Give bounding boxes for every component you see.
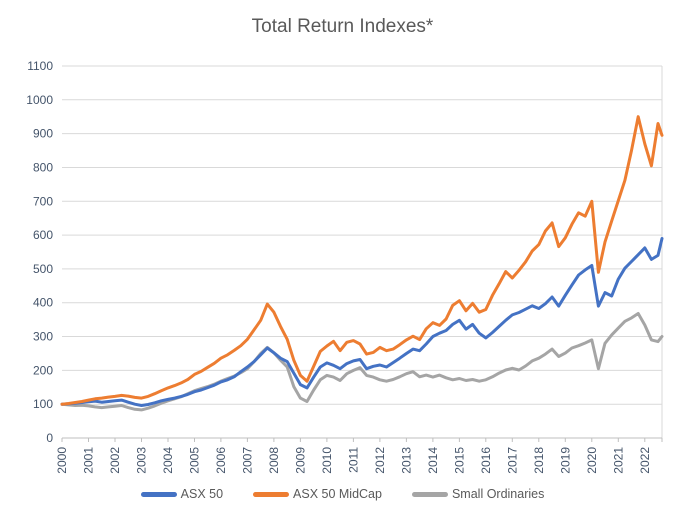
svg-text:2014: 2014 [426,447,440,474]
legend-label-asx-50-midcap: ASX 50 MidCap [293,487,382,501]
svg-text:2005: 2005 [188,447,202,474]
svg-text:2016: 2016 [479,447,493,474]
legend-swatch-small-ordinaries [411,491,448,497]
svg-text:500: 500 [33,262,53,276]
chart-title: Total Return Indexes* [251,16,434,37]
svg-text:600: 600 [33,228,53,242]
svg-text:700: 700 [33,194,53,208]
legend-item-asx-50: ASX 50 [140,487,224,501]
svg-text:2009: 2009 [293,447,307,474]
chart-legend: ASX 50 ASX 50 MidCap Small Ordinaries [0,487,685,501]
svg-text:1100: 1100 [27,59,53,73]
svg-text:1000: 1000 [26,93,53,107]
legend-swatch-asx-50-midcap [253,491,290,497]
svg-text:2012: 2012 [373,447,387,474]
legend-label-asx-50: ASX 50 [180,487,224,501]
svg-text:2007: 2007 [240,447,254,474]
svg-text:2022: 2022 [638,447,652,474]
svg-text:100: 100 [33,397,53,411]
svg-text:2021: 2021 [611,447,625,474]
svg-text:2015: 2015 [452,447,466,474]
svg-text:900: 900 [33,127,53,141]
svg-text:2019: 2019 [558,447,572,474]
legend-item-asx-50-midcap: ASX 50 MidCap [253,487,382,501]
svg-text:2010: 2010 [320,447,334,474]
svg-text:0: 0 [46,431,53,445]
legend-label-small-ordinaries: Small Ordinaries [451,487,545,501]
legend-item-small-ordinaries: Small Ordinaries [411,487,545,501]
svg-text:2002: 2002 [108,447,122,474]
svg-text:2011: 2011 [346,447,360,473]
svg-text:2003: 2003 [135,447,149,474]
svg-text:2000: 2000 [55,447,69,474]
svg-text:2008: 2008 [267,447,281,474]
svg-text:2006: 2006 [214,447,228,474]
svg-text:300: 300 [33,330,53,344]
svg-text:200: 200 [33,363,53,377]
svg-text:2001: 2001 [82,447,96,474]
svg-text:800: 800 [33,161,53,175]
svg-text:2004: 2004 [161,447,175,474]
svg-text:2013: 2013 [399,447,413,474]
svg-text:2017: 2017 [505,447,519,474]
svg-text:2018: 2018 [532,447,546,474]
svg-text:400: 400 [33,296,53,310]
svg-text:2020: 2020 [585,447,599,474]
legend-swatch-asx-50 [140,491,177,497]
